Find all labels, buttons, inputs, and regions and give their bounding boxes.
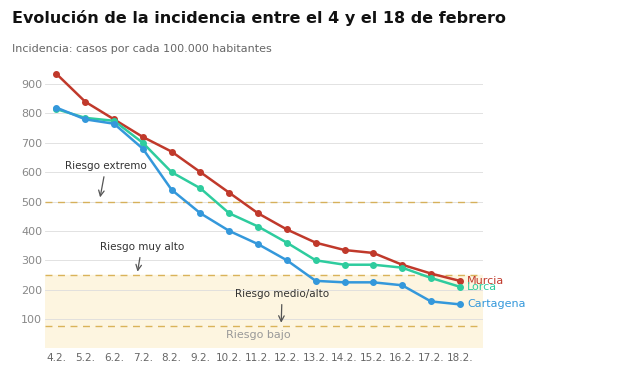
Text: Riesgo extremo: Riesgo extremo: [65, 161, 147, 196]
Text: Cartagena: Cartagena: [467, 300, 525, 310]
Text: Lorca: Lorca: [467, 282, 497, 292]
Text: Riesgo medio/alto: Riesgo medio/alto: [235, 289, 329, 321]
Text: Murcia: Murcia: [467, 276, 504, 286]
Text: Incidencia: casos por cada 100.000 habitantes: Incidencia: casos por cada 100.000 habit…: [12, 44, 272, 54]
Bar: [45, 275, 483, 348]
Text: Riesgo muy alto: Riesgo muy alto: [100, 242, 184, 270]
Text: Riesgo bajo: Riesgo bajo: [226, 330, 290, 340]
Text: Evolución de la incidencia entre el 4 y el 18 de febrero: Evolución de la incidencia entre el 4 y …: [12, 10, 506, 26]
